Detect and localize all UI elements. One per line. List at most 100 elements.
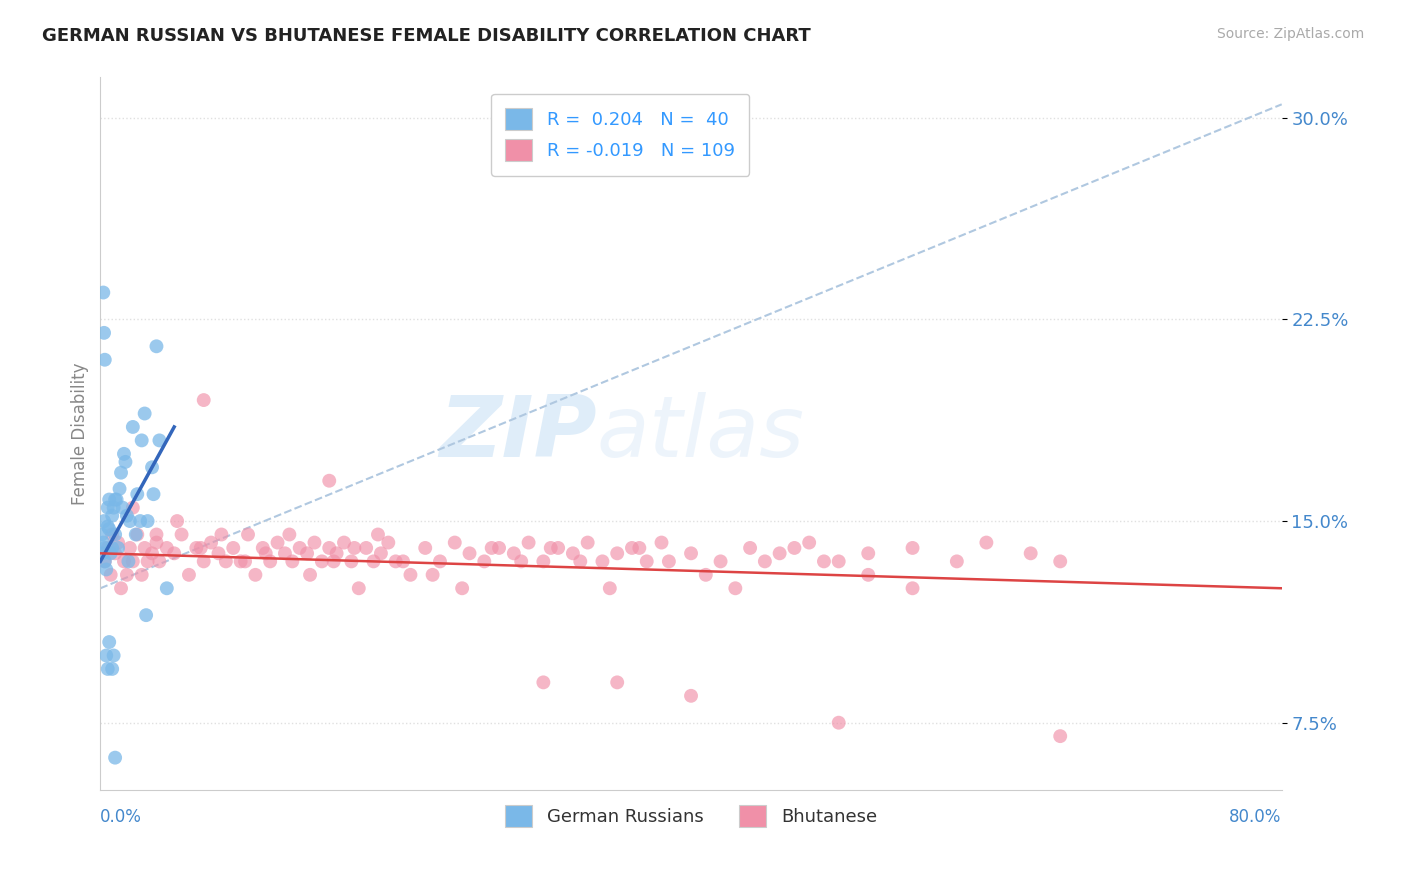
Point — [384, 554, 406, 568]
Point — [148, 554, 170, 568]
Point — [107, 535, 129, 549]
Point — [110, 466, 132, 480]
Point — [636, 554, 658, 568]
Point — [103, 648, 125, 663]
Point — [93, 514, 115, 528]
Point — [104, 527, 127, 541]
Point — [94, 541, 117, 555]
Point — [104, 492, 127, 507]
Point — [333, 535, 356, 549]
Point — [488, 541, 510, 555]
Point — [561, 546, 583, 560]
Point — [145, 339, 167, 353]
Point — [233, 554, 256, 568]
Point — [901, 541, 924, 555]
Point — [399, 567, 422, 582]
Point — [591, 554, 613, 568]
Point — [392, 554, 415, 568]
Point — [340, 554, 363, 568]
Point — [145, 535, 167, 549]
Point — [709, 554, 731, 568]
Point — [129, 514, 152, 528]
Point — [108, 482, 131, 496]
Point — [274, 546, 297, 560]
Point — [976, 535, 998, 549]
Point — [724, 581, 747, 595]
Point — [451, 581, 474, 595]
Point — [98, 492, 121, 507]
Point — [620, 541, 643, 555]
Point — [103, 500, 125, 515]
Point — [141, 460, 163, 475]
Point — [318, 474, 340, 488]
Point — [343, 541, 366, 555]
Point — [166, 514, 188, 528]
Point — [101, 541, 124, 555]
Point — [413, 541, 436, 555]
Text: GERMAN RUSSIAN VS BHUTANESE FEMALE DISABILITY CORRELATION CHART: GERMAN RUSSIAN VS BHUTANESE FEMALE DISAB… — [42, 27, 811, 45]
Point — [148, 434, 170, 448]
Point — [458, 546, 481, 560]
Point — [200, 535, 222, 549]
Point — [901, 797, 924, 811]
Point — [367, 527, 389, 541]
Point — [650, 535, 672, 549]
Point — [325, 546, 347, 560]
Point — [177, 567, 200, 582]
Point — [117, 554, 139, 568]
Point — [288, 541, 311, 555]
Y-axis label: Female Disability: Female Disability — [72, 362, 89, 505]
Point — [606, 546, 628, 560]
Point — [136, 514, 159, 528]
Point — [114, 455, 136, 469]
Text: Source: ZipAtlas.com: Source: ZipAtlas.com — [1216, 27, 1364, 41]
Point — [236, 527, 259, 541]
Point — [740, 541, 762, 555]
Point — [1049, 729, 1071, 743]
Point — [94, 554, 117, 568]
Point — [127, 487, 149, 501]
Point — [318, 541, 340, 555]
Point — [141, 546, 163, 560]
Text: 80.0%: 80.0% — [1229, 808, 1282, 826]
Point — [799, 535, 821, 549]
Point — [94, 554, 117, 568]
Point — [481, 541, 503, 555]
Point — [127, 527, 149, 541]
Point — [163, 546, 186, 560]
Point — [229, 554, 252, 568]
Point — [347, 581, 370, 595]
Point — [422, 567, 444, 582]
Point — [209, 527, 232, 541]
Point — [97, 519, 120, 533]
Point — [628, 541, 651, 555]
Point — [472, 554, 495, 568]
Point — [193, 554, 215, 568]
Point — [679, 546, 702, 560]
Point — [254, 546, 277, 560]
Point — [828, 554, 851, 568]
Point — [121, 500, 143, 515]
Point — [170, 527, 193, 541]
Point — [96, 562, 118, 576]
Point — [96, 648, 118, 663]
Point — [1049, 554, 1071, 568]
Point — [115, 567, 138, 582]
Point — [299, 567, 322, 582]
Legend: German Russians, Bhutanese: German Russians, Bhutanese — [498, 797, 884, 834]
Point — [370, 546, 392, 560]
Point — [510, 554, 533, 568]
Point — [252, 541, 274, 555]
Point — [110, 581, 132, 595]
Point — [98, 635, 121, 649]
Point — [104, 750, 127, 764]
Point — [186, 541, 208, 555]
Point — [90, 527, 112, 541]
Point — [266, 535, 288, 549]
Point — [98, 522, 121, 536]
Point — [101, 508, 124, 523]
Point — [145, 527, 167, 541]
Point — [569, 554, 592, 568]
Point — [105, 492, 128, 507]
Point — [104, 546, 127, 560]
